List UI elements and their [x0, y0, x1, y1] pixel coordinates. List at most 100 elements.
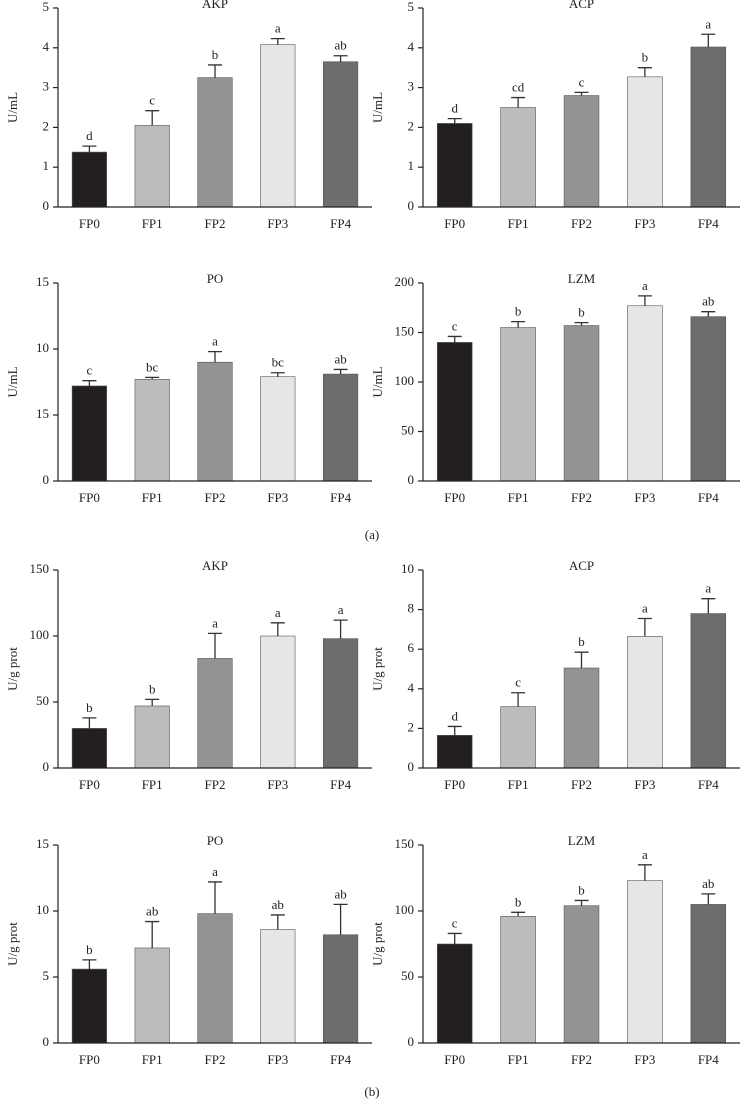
error-bar	[447, 335, 462, 343]
bar	[71, 728, 107, 769]
significance-letter: c	[452, 915, 458, 930]
panel-label: (b)	[364, 1084, 379, 1099]
x-tick-label: FP3	[267, 1052, 288, 1067]
error-bar	[511, 692, 526, 707]
x-tick-label: FP2	[571, 1052, 592, 1067]
chart-title: ACP	[569, 0, 594, 11]
error-bar	[511, 911, 526, 917]
significance-letter: a	[642, 600, 648, 615]
error-bar	[701, 311, 716, 317]
x-tick-label: FP0	[444, 216, 465, 231]
bar	[563, 325, 600, 482]
y-tick-label: 0	[43, 1034, 50, 1049]
bar	[197, 913, 233, 1044]
x-tick-label: FP3	[267, 777, 288, 792]
x-tick-label: FP2	[205, 216, 226, 231]
x-tick-label: FP0	[79, 490, 100, 505]
y-tick-label: 100	[395, 902, 415, 917]
y-axis-label: U/mL	[370, 366, 385, 397]
error-bar	[511, 96, 526, 108]
error-bar	[637, 67, 652, 77]
significance-letter: b	[578, 305, 585, 320]
y-tick-label: 2	[408, 719, 415, 734]
bar	[134, 947, 170, 1044]
y-tick-label: 4	[408, 680, 415, 695]
chart-title: LZM	[568, 271, 596, 286]
bar	[500, 327, 536, 482]
y-axis-label: U/mL	[5, 366, 20, 397]
bar	[627, 305, 663, 482]
bar	[260, 376, 296, 482]
error-bar	[637, 295, 652, 306]
x-tick-label: FP0	[79, 1052, 100, 1067]
y-tick-label: 0	[408, 759, 415, 774]
significance-letter: a	[212, 615, 218, 630]
error-bar	[208, 881, 222, 914]
x-tick-label: FP4	[698, 216, 719, 231]
error-bar	[447, 932, 462, 944]
x-tick-label: FP1	[142, 216, 163, 231]
error-bar	[270, 37, 285, 45]
y-tick-label: 4	[408, 39, 415, 54]
significance-letter: c	[579, 74, 585, 89]
bar	[627, 76, 663, 208]
significance-letter: a	[212, 334, 218, 349]
bar	[197, 658, 233, 769]
y-tick-label: 3	[43, 79, 50, 94]
significance-letter: b	[642, 50, 649, 65]
x-tick-label: FP3	[634, 777, 655, 792]
x-tick-label: FP1	[508, 1052, 529, 1067]
error-bar	[270, 914, 285, 930]
y-tick-label: 50	[401, 968, 414, 983]
error-bar	[333, 55, 348, 62]
significance-letter: b	[212, 47, 219, 62]
chart-title: PO	[207, 833, 224, 848]
bar	[563, 905, 600, 1044]
y-tick-label: 200	[395, 274, 415, 289]
bar	[436, 943, 473, 1044]
error-bar	[208, 64, 222, 78]
y-tick-label: 50	[401, 422, 414, 437]
error-bar	[701, 598, 716, 614]
error-bar	[145, 110, 160, 126]
error-bar	[511, 320, 526, 328]
y-axis-label: U/g prot	[370, 922, 385, 966]
bar	[323, 638, 359, 769]
significance-letter: ab	[272, 897, 284, 912]
y-tick-label: 100	[30, 627, 50, 642]
y-tick-label: 5	[408, 0, 415, 14]
chart-title: AKP	[202, 558, 228, 573]
significance-letter: ab	[702, 876, 714, 891]
error-bar	[333, 903, 348, 935]
bar	[260, 929, 296, 1044]
bar	[436, 342, 473, 482]
bar	[134, 705, 170, 769]
error-bar	[574, 91, 589, 96]
x-tick-label: FP4	[330, 490, 351, 505]
y-tick-label: 15	[36, 406, 49, 421]
x-tick-label: FP3	[267, 490, 288, 505]
bar	[627, 636, 663, 769]
significance-letter: d	[451, 708, 458, 723]
error-bar	[447, 117, 462, 124]
bar	[323, 934, 359, 1044]
y-tick-label: 3	[408, 79, 415, 94]
bar	[71, 968, 107, 1044]
y-tick-label: 150	[395, 836, 415, 851]
x-tick-label: FP3	[267, 216, 288, 231]
x-tick-label: FP2	[205, 777, 226, 792]
significance-letter: b	[515, 304, 522, 319]
y-tick-label: 0	[43, 759, 50, 774]
significance-letter: ab	[334, 886, 346, 901]
error-bar	[145, 920, 160, 948]
error-bar	[270, 372, 285, 377]
bar	[134, 125, 170, 208]
bar	[260, 44, 296, 208]
x-tick-label: FP0	[79, 216, 100, 231]
error-bar	[82, 145, 97, 153]
x-tick-label: FP4	[330, 777, 351, 792]
x-tick-label: FP0	[79, 777, 100, 792]
x-tick-label: FP2	[571, 490, 592, 505]
bar	[690, 316, 727, 482]
y-tick-label: 8	[408, 601, 415, 616]
